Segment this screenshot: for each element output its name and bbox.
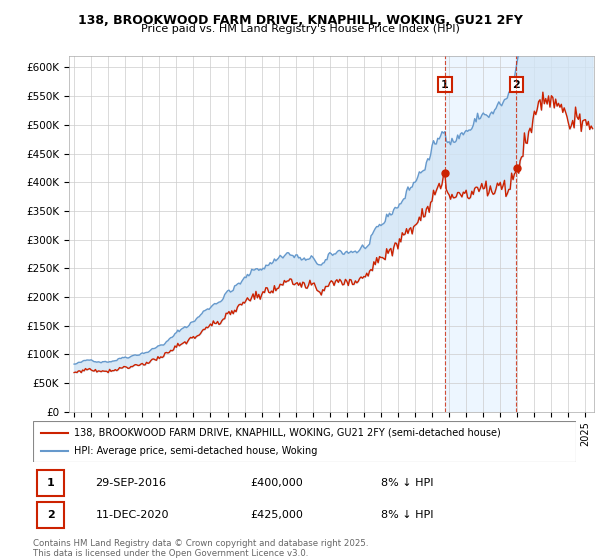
Bar: [445, 56, 517, 412]
Bar: [37, 502, 64, 528]
Text: 8% ↓ HPI: 8% ↓ HPI: [380, 478, 433, 488]
Text: 138, BROOKWOOD FARM DRIVE, KNAPHILL, WOKING, GU21 2FY (semi-detached house): 138, BROOKWOOD FARM DRIVE, KNAPHILL, WOK…: [74, 428, 500, 437]
Bar: [37, 470, 64, 496]
Text: 8% ↓ HPI: 8% ↓ HPI: [380, 510, 433, 520]
Text: £400,000: £400,000: [250, 478, 303, 488]
Text: 138, BROOKWOOD FARM DRIVE, KNAPHILL, WOKING, GU21 2FY: 138, BROOKWOOD FARM DRIVE, KNAPHILL, WOK…: [77, 14, 523, 27]
Text: 1: 1: [441, 80, 449, 90]
Text: Price paid vs. HM Land Registry's House Price Index (HPI): Price paid vs. HM Land Registry's House …: [140, 24, 460, 34]
Text: 11-DEC-2020: 11-DEC-2020: [95, 510, 169, 520]
Text: 2: 2: [47, 510, 55, 520]
Text: 29-SEP-2016: 29-SEP-2016: [95, 478, 166, 488]
Text: Contains HM Land Registry data © Crown copyright and database right 2025.
This d: Contains HM Land Registry data © Crown c…: [33, 539, 368, 558]
Text: £425,000: £425,000: [250, 510, 303, 520]
Text: 2: 2: [512, 80, 520, 90]
Text: HPI: Average price, semi-detached house, Woking: HPI: Average price, semi-detached house,…: [74, 446, 317, 456]
Text: 1: 1: [47, 478, 55, 488]
